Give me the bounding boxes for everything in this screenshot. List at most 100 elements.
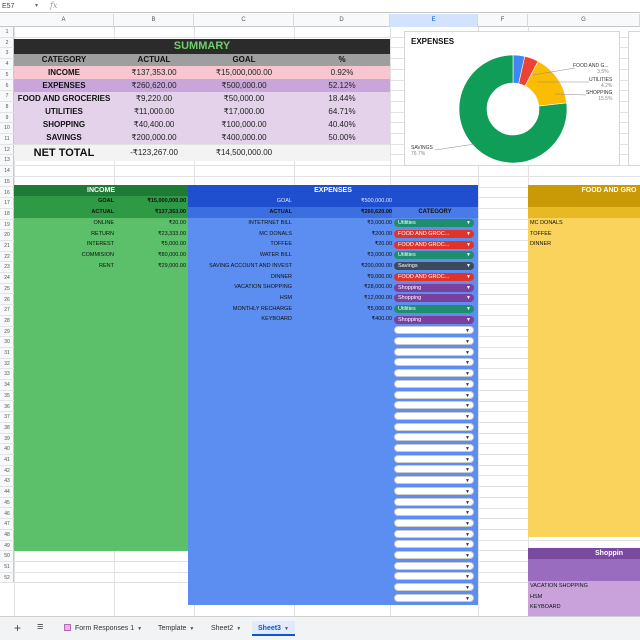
column-header[interactable]: A [14,14,114,27]
empty-category-dropdown[interactable]: ▼ [394,358,474,367]
empty-category-dropdown[interactable]: ▼ [394,518,474,527]
row-header[interactable]: 47 [0,519,14,530]
row-header[interactable]: 29 [0,327,14,338]
row-header[interactable]: 49 [0,541,14,552]
column-header[interactable]: B [114,14,194,27]
row-header[interactable]: 35 [0,391,14,402]
row-header[interactable]: 5 [0,70,14,81]
empty-category-dropdown[interactable]: ▼ [394,454,474,463]
row-header[interactable]: 51 [0,562,14,573]
category-dropdown[interactable]: FOOD AND GROC... ▼ [394,240,474,249]
row-header[interactable]: 17 [0,198,14,209]
empty-category-dropdown[interactable]: ▼ [394,465,474,474]
row-header[interactable]: 8 [0,102,14,113]
row-header[interactable]: 10 [0,123,14,134]
empty-category-dropdown[interactable]: ▼ [394,476,474,485]
empty-category-dropdown[interactable]: ▼ [394,422,474,431]
row-header[interactable]: 22 [0,252,14,263]
row-header[interactable]: 6 [0,81,14,92]
all-sheets-menu-icon[interactable]: ≡ [37,621,44,633]
row-header[interactable]: 23 [0,262,14,274]
tab-template[interactable]: Template ▼ [152,621,200,636]
row-header[interactable]: 25 [0,284,14,295]
row-header[interactable]: 24 [0,273,14,284]
row-header[interactable]: 21 [0,241,14,252]
category-dropdown[interactable]: FOOD AND GROC... ▼ [394,230,474,238]
category-dropdown[interactable]: Utilities ▼ [394,219,474,228]
row-header[interactable]: 4 [0,59,14,70]
row-header[interactable]: 26 [0,295,14,306]
row-header[interactable]: 33 [0,369,14,381]
category-dropdown[interactable]: Shopping ▼ [394,294,474,303]
tab-form-responses-1[interactable]: Form Responses 1 ▼ [58,621,148,636]
row-header[interactable]: 48 [0,530,14,541]
empty-category-dropdown[interactable]: ▼ [394,529,474,538]
add-sheet-icon[interactable]: + [14,621,22,635]
row-header[interactable]: 20 [0,230,14,241]
empty-category-dropdown[interactable]: ▼ [394,497,474,506]
row-header[interactable]: 34 [0,380,14,391]
row-header[interactable]: 38 [0,423,14,434]
expenses-chart[interactable]: EXPENSES FOOD AND G... 3.5% UTILITIES 4.… [404,31,620,166]
category-dropdown[interactable]: Utilities ▼ [394,251,474,260]
empty-category-dropdown[interactable]: ▼ [394,433,474,442]
category-dropdown[interactable]: Shopping ▼ [394,283,474,292]
row-header[interactable]: 19 [0,220,14,231]
category-dropdown[interactable]: Utilities ▼ [394,304,474,313]
row-header[interactable]: 39 [0,434,14,445]
empty-category-dropdown[interactable]: ▼ [394,508,474,517]
empty-category-dropdown[interactable]: ▼ [394,411,474,420]
row-header[interactable]: 44 [0,487,14,498]
empty-category-dropdown[interactable]: ▼ [394,337,474,345]
row-header[interactable]: 41 [0,455,14,466]
row-header[interactable]: 18 [0,209,14,220]
row-header[interactable]: 16 [0,188,14,199]
donut-slice-savings[interactable] [458,54,568,164]
empty-category-dropdown[interactable]: ▼ [394,486,474,495]
tab-sheet2[interactable]: Sheet2 ▼ [205,621,247,636]
empty-category-dropdown[interactable]: ▼ [394,572,474,581]
empty-category-dropdown[interactable]: ▼ [394,540,474,549]
row-header[interactable]: 30 [0,337,14,348]
row-header[interactable]: 12 [0,145,14,156]
row-header[interactable]: 42 [0,466,14,477]
empty-category-dropdown[interactable]: ▼ [394,326,474,335]
category-dropdown[interactable]: Savings ▼ [394,262,474,271]
column-header[interactable]: C [194,14,294,27]
empty-category-dropdown[interactable]: ▼ [394,347,474,356]
empty-category-dropdown[interactable]: ▼ [394,390,474,399]
empty-category-dropdown[interactable]: ▼ [394,444,474,452]
row-header[interactable]: 11 [0,134,14,145]
row-header[interactable]: 9 [0,113,14,124]
category-dropdown[interactable]: Shopping ▼ [394,315,474,324]
row-header[interactable]: 1 [0,27,14,38]
row-header[interactable]: 46 [0,509,14,520]
column-header[interactable]: G [528,14,640,27]
row-header[interactable]: 7 [0,91,14,102]
row-header[interactable]: 27 [0,305,14,316]
empty-category-dropdown[interactable]: ▼ [394,401,474,410]
row-header[interactable]: 28 [0,316,14,327]
empty-category-dropdown[interactable]: ▼ [394,379,474,388]
row-header[interactable]: 3 [0,48,14,60]
row-header[interactable]: 14 [0,166,14,177]
row-header[interactable]: 40 [0,444,14,455]
row-header[interactable]: 45 [0,498,14,509]
cell-area[interactable]: SUMMARY CATEGORY ACTUAL GOAL % INCOME ₹13… [14,27,640,616]
empty-category-dropdown[interactable]: ▼ [394,593,474,602]
row-header[interactable]: 43 [0,476,14,488]
row-header[interactable]: 31 [0,348,14,359]
row-header[interactable]: 37 [0,412,14,423]
empty-category-dropdown[interactable]: ▼ [394,583,474,592]
tab-sheet3[interactable]: Sheet3 ▼ [252,621,295,636]
row-header[interactable]: 32 [0,359,14,370]
empty-category-dropdown[interactable]: ▼ [394,561,474,570]
row-header[interactable]: 36 [0,402,14,413]
empty-category-dropdown[interactable]: ▼ [394,551,474,559]
column-header[interactable]: E [390,14,478,27]
row-header[interactable]: 13 [0,155,14,167]
row-header[interactable]: 2 [0,38,14,49]
row-header[interactable]: 50 [0,551,14,562]
name-box[interactable]: E57 ▾ [2,2,38,11]
